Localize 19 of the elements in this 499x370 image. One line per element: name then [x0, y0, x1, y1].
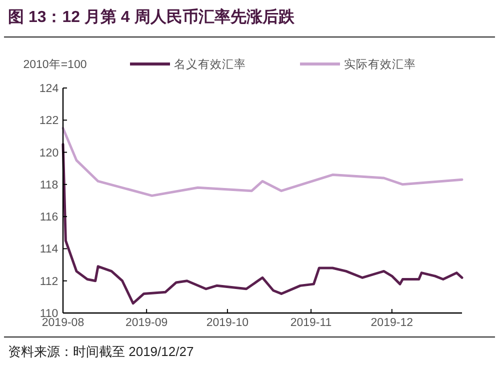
- text: 资料来源：时间截至 2019/12/27: [8, 344, 194, 359]
- y-tick-label: 112: [40, 276, 58, 288]
- y-tick-label: 122: [39, 115, 59, 128]
- y-tick-label: 124: [39, 83, 60, 95]
- x-tick-label: 2019-11: [290, 317, 332, 329]
- x-tick-label: 2019-10: [206, 317, 249, 329]
- y-tick-label: 120: [39, 147, 59, 160]
- chart-title: 图 13：12 月第 4 周人民币汇率先涨后跌: [8, 7, 296, 26]
- x-tick-label: 2019-08: [42, 317, 84, 329]
- y-tick-label: 114: [40, 244, 59, 256]
- x-tick-label: 2019-12: [370, 317, 414, 329]
- legend-label: 实际有效汇率: [344, 57, 416, 71]
- y-tick-label: 116: [40, 212, 58, 224]
- y-axis-title: 2010年=100: [23, 58, 87, 71]
- legend-label: 名义有效汇率: [174, 57, 246, 71]
- line-series: [62, 143, 464, 305]
- x-tick-label: 2019-09: [125, 317, 168, 329]
- y-tick-label: 118: [40, 179, 58, 192]
- line-series: [62, 126, 464, 197]
